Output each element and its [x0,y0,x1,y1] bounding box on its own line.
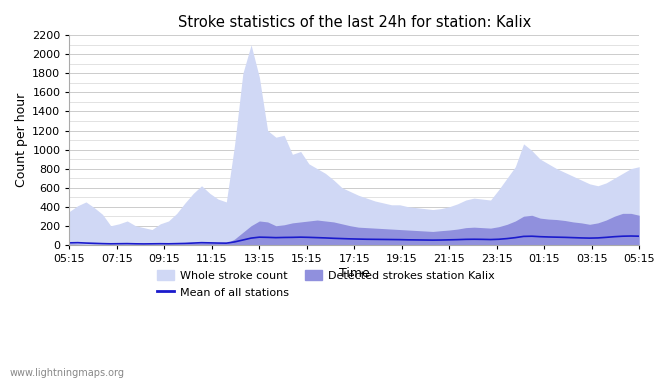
Title: Stroke statistics of the last 24h for station: Kalix: Stroke statistics of the last 24h for st… [178,15,531,30]
Text: www.lightningmaps.org: www.lightningmaps.org [10,368,125,378]
Y-axis label: Count per hour: Count per hour [15,93,28,187]
X-axis label: Time: Time [339,267,370,280]
Legend: Whole stroke count, Mean of all stations, Detected strokes station Kalix: Whole stroke count, Mean of all stations… [153,266,498,302]
